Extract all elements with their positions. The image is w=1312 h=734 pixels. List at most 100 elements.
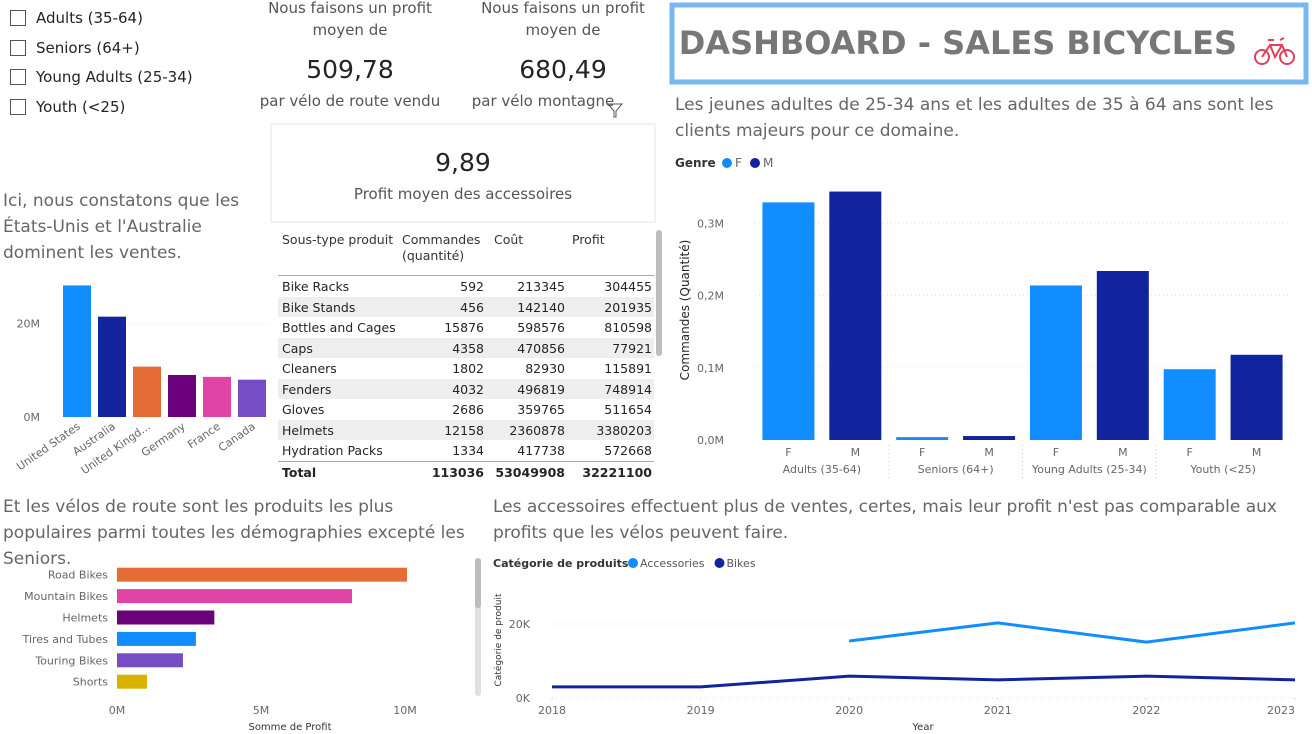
x-tick-label: 5M (253, 704, 270, 717)
column-header: Coût (494, 232, 524, 247)
bar (117, 610, 215, 625)
table-cell: 4032 (452, 381, 484, 397)
series-tick-label: F (1187, 446, 1193, 459)
bar (63, 285, 91, 417)
slicer-item[interactable]: Seniors (64+) (10, 39, 140, 57)
table-row: Gloves 2686 359765 511654 (278, 399, 654, 420)
table-cell: 1802 (452, 361, 484, 376)
legend-marker (750, 158, 760, 168)
table-cell: 53049908 (495, 464, 565, 480)
slicer-label: Adults (35-64) (36, 9, 143, 27)
series-tick-label: M (984, 446, 994, 459)
legend-marker (722, 158, 732, 168)
table-cell: Bottles and Cages (282, 320, 396, 335)
x-tick-label: 2018 (538, 704, 566, 717)
table-row: Hydration Packs 1334 417738 572668 (278, 440, 654, 461)
checkbox[interactable] (10, 39, 26, 56)
table-cell: 113036 (431, 464, 484, 480)
table-row: Caps 4358 470856 77921 (278, 337, 654, 358)
x-tick-label: Adults (35-64) (783, 463, 861, 476)
table-cell: 1334 (452, 443, 484, 458)
legend-label: Accessories (640, 557, 705, 570)
card-frame (270, 123, 656, 223)
table-cell: 417738 (517, 443, 565, 458)
x-tick-label: 2019 (687, 704, 715, 717)
x-tick-label: 2020 (835, 704, 863, 717)
slicer-label: Youth (<25) (36, 97, 126, 116)
checkbox[interactable] (10, 69, 26, 85)
y-tick-label: 20M (17, 318, 41, 331)
legend-marker (628, 558, 638, 568)
bar (1230, 354, 1283, 440)
card-value: 680,49 (519, 55, 607, 84)
bar (1029, 285, 1082, 440)
bar (117, 589, 353, 604)
y-tick-label: 0M (24, 411, 41, 424)
x-tick-label: 2022 (1132, 704, 1160, 717)
legend-marker (714, 558, 725, 568)
filter-icon[interactable] (606, 103, 624, 118)
x-tick-label: 10M (393, 704, 417, 717)
scrollbar-thumb[interactable] (475, 558, 481, 608)
table-cell: 511654 (604, 402, 652, 417)
table-cell: 456 (460, 299, 484, 315)
slicer-item[interactable]: Youth (<25) (10, 98, 125, 116)
table-cell: 592 (460, 279, 484, 294)
x-tick-label: Canada (216, 420, 258, 455)
scrollbar[interactable] (656, 230, 662, 356)
series-tick-label: F (785, 446, 791, 459)
bar (98, 316, 126, 417)
table-cell: Caps (282, 340, 313, 356)
table-row: Bottles and Cages 15876 598576 810598 (278, 317, 654, 338)
checkbox[interactable] (10, 10, 26, 26)
card-title: Nous faisons un profit moyen de (481, 0, 645, 39)
series-tick-label: F (919, 446, 925, 459)
bar (896, 437, 949, 440)
bar (117, 631, 196, 646)
header-title: DASHBOARD - SALES BICYCLES (678, 24, 1237, 62)
table-cell: 748914 (604, 381, 652, 397)
table-row: Total 113036 53049908 32221100 (278, 460, 654, 482)
slicer-item[interactable]: Young Adults (25-34) (10, 68, 193, 86)
bar (117, 567, 408, 582)
table-cell: 213345 (517, 279, 565, 294)
table-cell: Gloves (282, 402, 325, 417)
bar (117, 653, 183, 668)
bar (1096, 271, 1149, 440)
bar (762, 202, 815, 440)
table-cell: 572668 (604, 443, 652, 458)
slicer-item[interactable]: Adults (35-64) (10, 9, 143, 27)
y-tick-label: 0,0M (697, 434, 724, 447)
table-cell: 470856 (517, 340, 565, 356)
line (552, 674, 1296, 689)
table-row: Helmets 12158 2360878 3380203 (278, 419, 654, 440)
table-cell: 2360878 (509, 422, 565, 438)
note: Et les vélos de route sont les produits … (3, 497, 465, 569)
bar (133, 366, 161, 417)
table-cell: 598576 (517, 320, 565, 335)
checkbox[interactable] (10, 98, 26, 115)
line (849, 621, 1296, 644)
legend-label: Bikes (726, 557, 755, 570)
table-cell: 82930 (525, 361, 565, 376)
header-frame (669, 2, 1309, 85)
series-tick-label: M (1252, 446, 1262, 459)
y-tick-label: Helmets (62, 612, 108, 625)
table-cell: 201935 (604, 299, 652, 315)
table-cell: 12158 (444, 422, 484, 438)
table-cell: 4358 (452, 340, 484, 356)
slicer-label: Young Adults (25-34) (36, 68, 193, 86)
table-cell: 496819 (517, 381, 565, 397)
table-row: Bike Stands 456 142140 201935 (278, 296, 654, 317)
column-header: Commandes (quantité) (402, 232, 481, 263)
table-cell: Fenders (282, 381, 332, 397)
table-header: Sous-type produit Commandes (quantité) Coû… (278, 228, 654, 276)
slicer-label: Seniors (64+) (36, 38, 140, 57)
legend-title: Genre (675, 156, 716, 170)
y-tick-label: Road Bikes (48, 569, 108, 582)
table-cell: 15876 (444, 320, 484, 335)
bar (963, 436, 1016, 440)
y-tick-label: 0,3M (697, 217, 724, 230)
bike-icon (1254, 37, 1295, 65)
y-tick-label: 0K (516, 692, 531, 705)
